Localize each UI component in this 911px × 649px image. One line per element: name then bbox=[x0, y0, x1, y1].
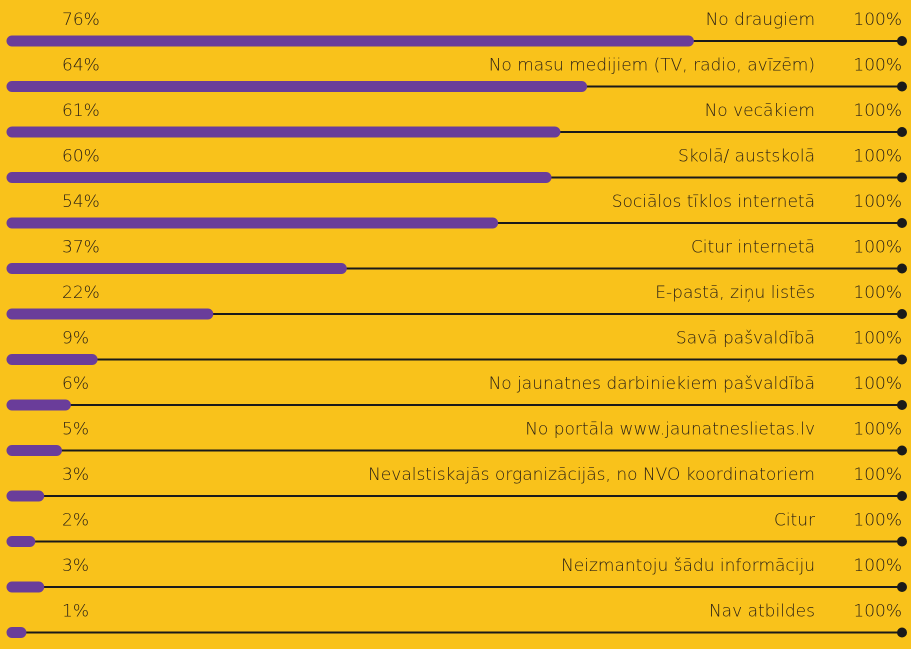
category-label: Savā pašvaldībā bbox=[676, 329, 815, 349]
track-end bbox=[897, 536, 907, 547]
end-label: 100% bbox=[853, 283, 902, 303]
value-label: 6% bbox=[62, 374, 89, 394]
value-label: 60% bbox=[62, 147, 100, 167]
end-label: 100% bbox=[853, 329, 902, 349]
category-label: Skolā/ austskolā bbox=[678, 147, 815, 167]
end-label: 100% bbox=[853, 556, 902, 576]
value-label: 54% bbox=[62, 192, 100, 212]
category-label: No vecākiem bbox=[705, 101, 815, 121]
category-label: E-pastā, ziņu listēs bbox=[655, 283, 815, 303]
track-end bbox=[897, 263, 907, 274]
end-label: 100% bbox=[853, 374, 902, 394]
end-label: 100% bbox=[853, 101, 902, 121]
track-end bbox=[897, 309, 907, 319]
category-label: Citur bbox=[774, 511, 815, 531]
value-label: 37% bbox=[62, 238, 100, 258]
end-label: 100% bbox=[853, 238, 902, 258]
track-end bbox=[897, 172, 907, 183]
category-label: Neizmantoju šādu informāciju bbox=[561, 556, 815, 576]
track-end bbox=[897, 81, 907, 92]
end-label: 100% bbox=[853, 147, 902, 167]
track-end bbox=[897, 491, 907, 501]
track-end bbox=[897, 218, 907, 228]
track-end bbox=[897, 582, 907, 592]
end-label: 100% bbox=[853, 602, 902, 622]
value-label: 22% bbox=[62, 283, 100, 303]
end-label: 100% bbox=[853, 511, 902, 531]
end-label: 100% bbox=[853, 465, 902, 485]
value-label: 1% bbox=[62, 602, 89, 622]
end-label: 100% bbox=[853, 192, 902, 212]
value-label: 3% bbox=[62, 556, 89, 576]
track-end bbox=[897, 627, 907, 638]
category-label: No masu medijiem (TV, radio, avīzēm) bbox=[489, 56, 815, 76]
value-label: 2% bbox=[62, 511, 89, 531]
track-end bbox=[897, 127, 907, 137]
value-label: 61% bbox=[62, 101, 100, 121]
end-label: 100% bbox=[853, 56, 902, 76]
value-label: 9% bbox=[62, 329, 89, 349]
track-end bbox=[897, 400, 907, 410]
value-label: 5% bbox=[62, 420, 89, 440]
category-label: Sociālos tīklos internetā bbox=[612, 192, 815, 212]
category-label: No portāla www.jaunatneslietas.lv bbox=[525, 420, 815, 440]
value-label: 76% bbox=[62, 10, 100, 30]
end-label: 100% bbox=[853, 420, 902, 440]
category-label: No draugiem bbox=[706, 10, 815, 30]
category-label: Citur internetā bbox=[691, 238, 815, 258]
track-end bbox=[897, 36, 907, 46]
category-label: No jaunatnes darbiniekiem pašvaldībā bbox=[489, 374, 815, 394]
track-end bbox=[897, 354, 907, 365]
value-label: 64% bbox=[62, 56, 100, 76]
end-label: 100% bbox=[853, 10, 902, 30]
category-label: Nevalstiskajās organizācijās, no NVO koo… bbox=[368, 465, 815, 485]
value-label: 3% bbox=[62, 465, 89, 485]
category-label: Nav atbildes bbox=[709, 602, 815, 622]
track-end bbox=[897, 445, 907, 456]
